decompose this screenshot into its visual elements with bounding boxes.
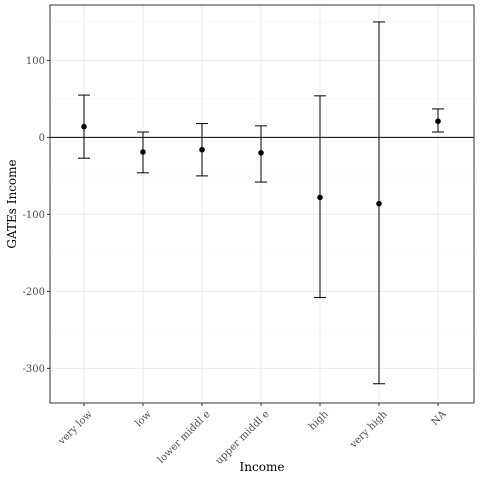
estimate-point bbox=[199, 146, 205, 153]
estimate-point bbox=[435, 118, 441, 125]
y-tick-label: -300 bbox=[23, 364, 45, 375]
y-tick-label: -100 bbox=[23, 210, 45, 221]
grid-minor bbox=[50, 21, 474, 331]
point-estimates bbox=[81, 118, 441, 207]
grid-major bbox=[50, 5, 474, 403]
y-axis-ticks: 100 0 -100 -200 -300 bbox=[23, 56, 50, 375]
panel-border bbox=[49, 4, 475, 404]
y-tick-label: -200 bbox=[23, 287, 45, 298]
estimate-point bbox=[376, 200, 382, 207]
x-axis-title: Income bbox=[240, 460, 285, 474]
estimate-point bbox=[81, 123, 87, 130]
estimate-point bbox=[317, 194, 323, 201]
y-tick-label: 0 bbox=[39, 133, 45, 144]
estimate-point bbox=[258, 150, 264, 156]
y-tick-label: 100 bbox=[26, 56, 45, 67]
estimate-point bbox=[140, 149, 146, 155]
y-axis-title: GATEs Income bbox=[5, 159, 19, 248]
